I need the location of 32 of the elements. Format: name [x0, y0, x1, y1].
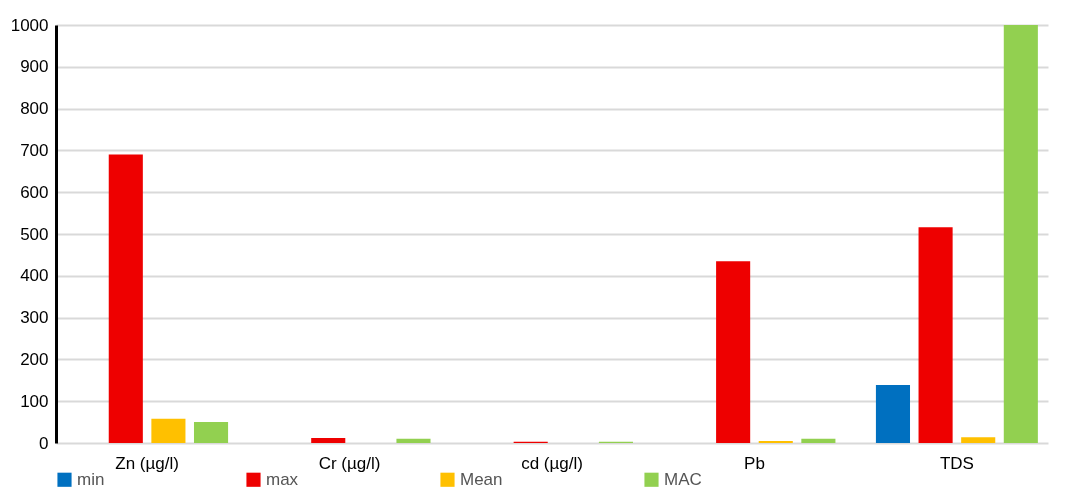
x-tick-label: Zn (µg/l): [115, 453, 179, 473]
bar: [1003, 25, 1038, 443]
bar: [918, 227, 953, 443]
x-tick-label: Pb: [744, 453, 765, 473]
bar: [875, 384, 911, 443]
y-tick-label: 400: [20, 266, 49, 286]
bar: [151, 418, 186, 443]
bar: [961, 437, 996, 443]
x-tick-label: cd (µg/l): [521, 453, 583, 473]
legend-label: max: [266, 469, 299, 489]
y-tick-label: 300: [20, 308, 49, 328]
legend-label: MAC: [664, 469, 702, 489]
bar: [396, 438, 431, 443]
bar: [311, 437, 346, 443]
bar: [716, 261, 751, 443]
y-tick-label: 700: [20, 140, 49, 160]
y-tick-label: 900: [20, 57, 49, 77]
y-tick-label: 800: [20, 99, 49, 119]
legend-label: Mean: [460, 469, 503, 489]
x-tick-label: TDS: [939, 453, 974, 473]
bar: [193, 422, 229, 443]
x-tick-label: Cr (µg/l): [318, 453, 381, 473]
bar: [108, 154, 143, 443]
bar: [801, 438, 836, 443]
legend-label: min: [77, 469, 105, 489]
bar: [758, 440, 793, 443]
y-tick-label: 100: [20, 391, 49, 411]
y-tick-label: 200: [20, 349, 49, 369]
y-tick-label: 500: [20, 224, 49, 244]
y-tick-label: 0: [39, 433, 49, 453]
y-tick-label: 600: [20, 182, 49, 202]
y-tick-label: 1000: [10, 15, 49, 35]
